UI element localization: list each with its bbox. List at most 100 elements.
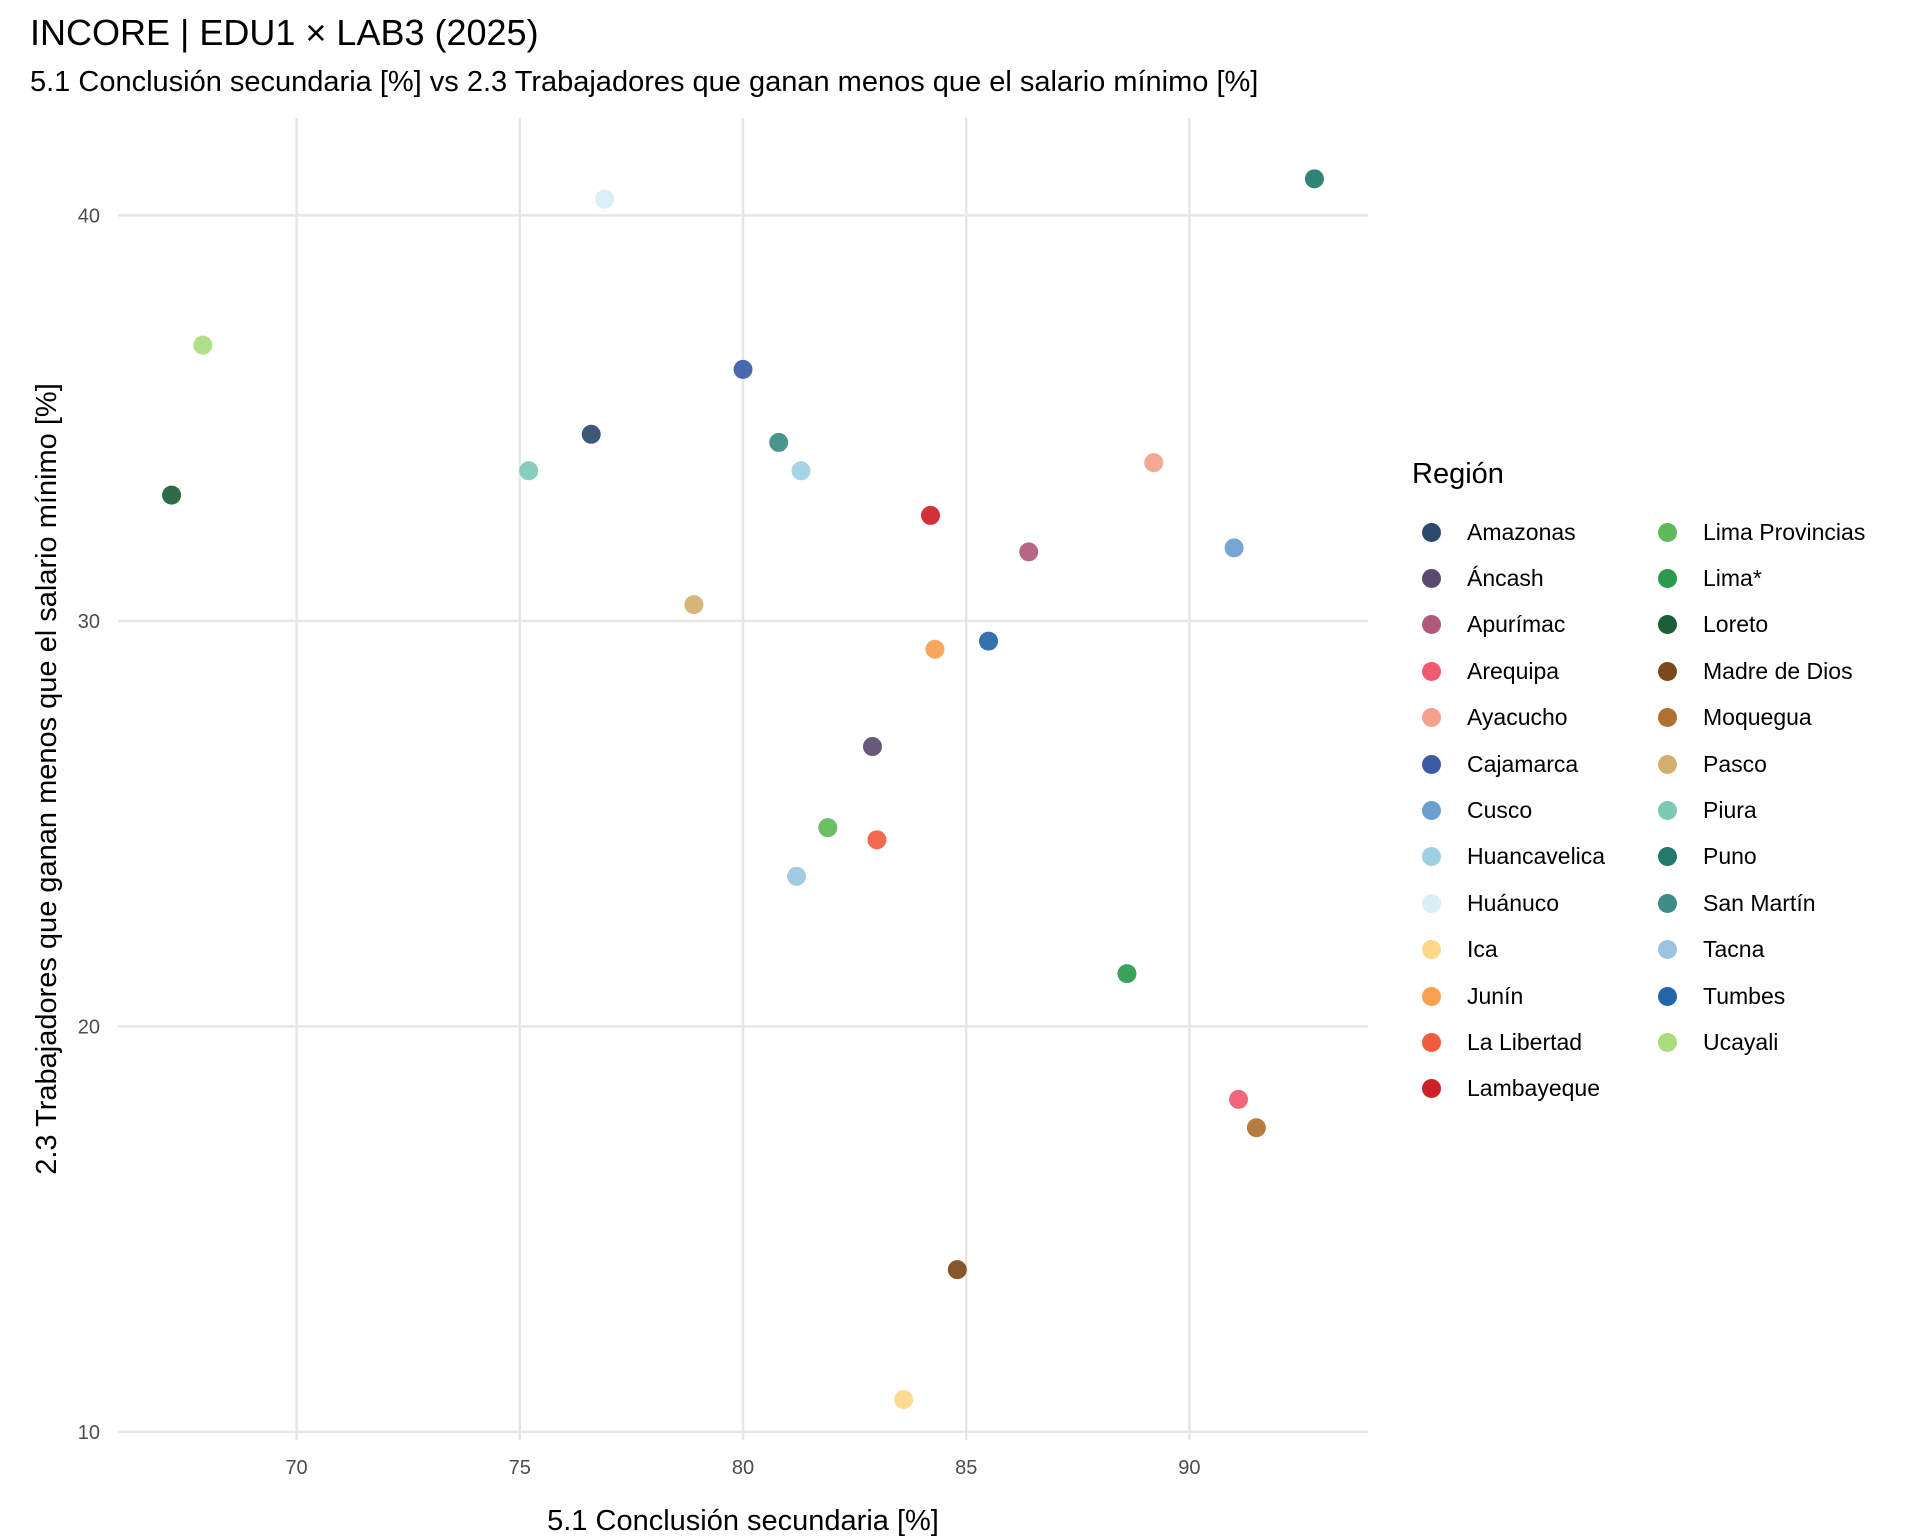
data-point xyxy=(684,595,704,615)
data-point xyxy=(519,461,539,481)
legend-label: Ica xyxy=(1467,936,1498,963)
legend-item: Puno xyxy=(1648,834,1884,880)
data-point xyxy=(862,737,882,757)
legend-swatch xyxy=(1658,615,1677,635)
legend-item: Ucayali xyxy=(1648,1019,1884,1065)
legend: Región Amazonas Áncash Apurímac Arequipa Aya… xyxy=(1412,458,1884,1112)
data-points xyxy=(162,169,1324,1409)
legend-label: Tumbes xyxy=(1703,982,1786,1009)
legend-label: Madre de Dios xyxy=(1703,657,1853,684)
data-point xyxy=(581,424,601,444)
y-tick-label: 30 xyxy=(78,611,100,633)
x-tick-label: 75 xyxy=(509,1457,531,1479)
data-point xyxy=(769,432,789,452)
legend-item: San Martín xyxy=(1648,880,1884,926)
legend-swatch xyxy=(1658,847,1677,867)
legend-label: Lima Provincias xyxy=(1703,518,1866,545)
legend-item: Huánuco xyxy=(1412,880,1648,926)
y-tick-label: 20 xyxy=(78,1016,100,1038)
legend-label: Tacna xyxy=(1703,936,1765,963)
data-point xyxy=(1144,453,1164,473)
legend-item: Apurímac xyxy=(1412,602,1648,648)
legend-label: Huancavelica xyxy=(1467,843,1606,870)
grid-lines xyxy=(118,118,1368,1440)
legend-label: Ucayali xyxy=(1703,1028,1779,1055)
x-axis-title: 5.1 Conclusión secundaria [%] xyxy=(547,1505,939,1536)
legend-swatch xyxy=(1422,847,1441,867)
legend-label: Ayacucho xyxy=(1467,704,1568,731)
legend-column: Lima Provincias Lima* Loreto Madre de Dios M… xyxy=(1648,509,1884,1112)
legend-item: La Libertad xyxy=(1412,1019,1648,1065)
legend-label: Huánuco xyxy=(1467,889,1560,916)
legend-item: Madre de Dios xyxy=(1648,648,1884,694)
legend-swatch xyxy=(1422,708,1441,728)
data-point xyxy=(791,461,811,481)
legend-item: Moquegua xyxy=(1648,695,1884,741)
data-point xyxy=(1117,964,1137,984)
data-point xyxy=(162,485,182,505)
data-point xyxy=(787,866,807,886)
y-axis-ticks: 10 20 30 40 xyxy=(78,205,100,1444)
legend-label: Puno xyxy=(1703,843,1757,870)
legend-item: Áncash xyxy=(1412,555,1648,601)
legend-swatch xyxy=(1658,940,1677,960)
legend-swatch xyxy=(1422,569,1441,589)
legend-swatch xyxy=(1422,801,1441,821)
data-point xyxy=(733,359,753,379)
legend-swatch xyxy=(1658,569,1677,589)
legend-label: San Martín xyxy=(1703,889,1816,916)
legend-item: Cajamarca xyxy=(1412,741,1648,787)
legend-label: Cusco xyxy=(1467,797,1533,824)
legend-column: Amazonas Áncash Apurímac Arequipa Ayacucho Ca… xyxy=(1412,509,1648,1112)
legend-swatch xyxy=(1422,1032,1441,1052)
legend-label: Áncash xyxy=(1467,565,1544,592)
x-tick-label: 90 xyxy=(1178,1457,1200,1479)
data-point xyxy=(1229,1089,1249,1109)
legend-item: Amazonas xyxy=(1412,509,1648,555)
legend-item: Huancavelica xyxy=(1412,834,1648,880)
legend-swatch xyxy=(1658,893,1677,913)
x-tick-label: 80 xyxy=(732,1457,754,1479)
data-point xyxy=(1304,169,1324,189)
x-tick-label: 85 xyxy=(955,1457,977,1479)
legend-label: Lima* xyxy=(1703,565,1762,592)
legend-label: Lambayeque xyxy=(1467,1075,1600,1102)
data-point xyxy=(867,830,887,850)
data-point xyxy=(1224,538,1244,558)
legend-swatch xyxy=(1658,522,1677,542)
legend-item: Ayacucho xyxy=(1412,695,1648,741)
data-point xyxy=(595,189,615,209)
legend-item: Ica xyxy=(1412,927,1648,973)
legend-item: Arequipa xyxy=(1412,648,1648,694)
legend-item: Piura xyxy=(1648,787,1884,833)
legend-label: Apurímac xyxy=(1467,611,1566,638)
legend-swatch xyxy=(1422,1079,1441,1099)
legend-swatch xyxy=(1658,661,1677,681)
legend-item: Junín xyxy=(1412,973,1648,1019)
x-axis-ticks: 70 75 80 85 90 xyxy=(285,1457,1200,1479)
legend-swatch xyxy=(1658,801,1677,821)
legend-title: Región xyxy=(1412,458,1504,490)
y-tick-label: 40 xyxy=(78,205,100,227)
legend-swatch xyxy=(1422,615,1441,635)
legend-swatch xyxy=(1658,754,1677,774)
legend-label: Pasco xyxy=(1703,750,1767,777)
chart-title: INCORE | EDU1 × LAB3 (2025) xyxy=(30,12,539,53)
legend-item: Lima* xyxy=(1648,555,1884,601)
data-point xyxy=(894,1389,914,1409)
legend-label: Amazonas xyxy=(1467,518,1576,545)
data-point xyxy=(979,631,999,651)
legend-label: Piura xyxy=(1703,797,1757,824)
legend-label: La Libertad xyxy=(1467,1028,1583,1055)
legend-item: Cusco xyxy=(1412,787,1648,833)
legend-swatch xyxy=(1658,708,1677,728)
x-tick-label: 70 xyxy=(285,1457,307,1479)
legend-item: Tumbes xyxy=(1648,973,1884,1019)
legend-swatch xyxy=(1422,986,1441,1006)
data-point xyxy=(1246,1118,1266,1138)
legend-label: Arequipa xyxy=(1467,657,1560,684)
y-tick-label: 10 xyxy=(78,1422,100,1444)
y-axis-title: 2.3 Trabajadores que ganan menos que el … xyxy=(31,383,63,1175)
legend-swatch xyxy=(1422,940,1441,960)
legend-swatch xyxy=(1422,893,1441,913)
